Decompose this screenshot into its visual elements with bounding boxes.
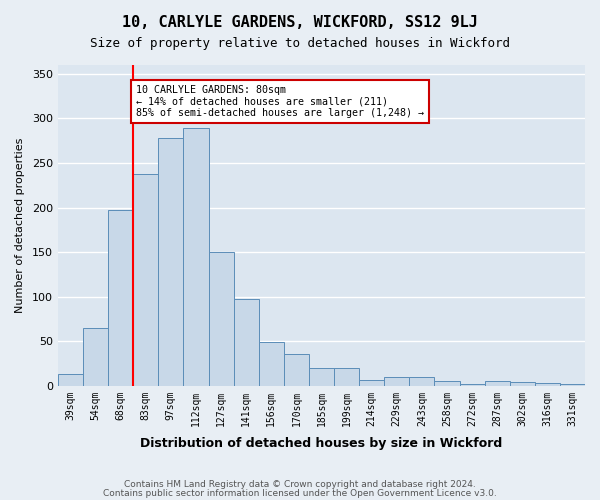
Bar [83, 328, 108, 386]
Bar [284, 354, 309, 386]
Bar [485, 382, 510, 386]
Bar [409, 377, 434, 386]
Text: 10, CARLYLE GARDENS, WICKFORD, SS12 9LJ: 10, CARLYLE GARDENS, WICKFORD, SS12 9LJ [122, 15, 478, 30]
Bar [233, 300, 259, 386]
Text: 10 CARLYLE GARDENS: 80sqm
← 14% of detached houses are smaller (211)
85% of semi: 10 CARLYLE GARDENS: 80sqm ← 14% of detac… [136, 84, 424, 118]
Bar [434, 382, 460, 386]
Bar [259, 342, 284, 386]
Bar [560, 384, 585, 386]
Bar [184, 128, 209, 386]
Bar [58, 374, 83, 386]
Bar [334, 368, 359, 386]
X-axis label: Distribution of detached houses by size in Wickford: Distribution of detached houses by size … [140, 437, 503, 450]
Bar [384, 377, 409, 386]
Bar [460, 384, 485, 386]
Bar [510, 382, 535, 386]
Text: Size of property relative to detached houses in Wickford: Size of property relative to detached ho… [90, 38, 510, 51]
Bar [309, 368, 334, 386]
Bar [108, 210, 133, 386]
Bar [359, 380, 384, 386]
Y-axis label: Number of detached properties: Number of detached properties [15, 138, 25, 313]
Bar [535, 383, 560, 386]
Bar [133, 174, 158, 386]
Bar [209, 252, 233, 386]
Text: Contains HM Land Registry data © Crown copyright and database right 2024.: Contains HM Land Registry data © Crown c… [124, 480, 476, 489]
Text: Contains public sector information licensed under the Open Government Licence v3: Contains public sector information licen… [103, 488, 497, 498]
Bar [158, 138, 184, 386]
